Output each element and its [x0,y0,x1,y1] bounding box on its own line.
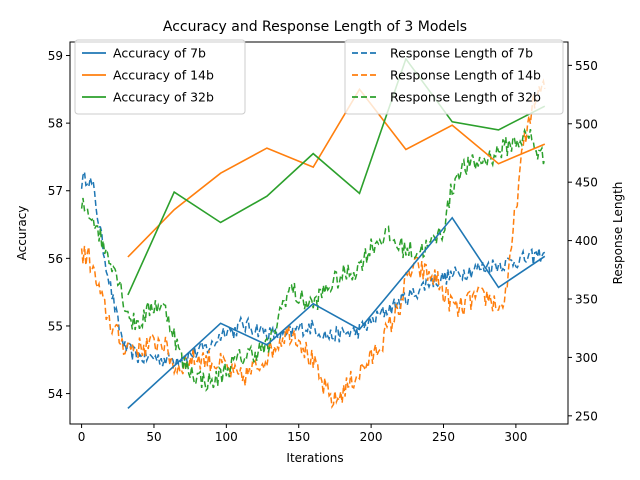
y-tick-label: 58 [48,117,63,131]
legend-label-acc-7b: Accuracy of 7b [113,46,206,61]
legend-left-box [74,39,246,115]
legend-left: Accuracy of 7b Accuracy of 14b Accuracy … [74,39,246,115]
chart-title: Accuracy and Response Length of 3 Models [163,19,467,35]
legend-label-acc-32b: Accuracy of 32b [113,90,214,105]
y2-tick-label: 400 [575,234,598,248]
y-axis-label: Accuracy [15,206,29,261]
accuracy-line-14b [127,87,546,258]
length-line-32b [80,127,546,392]
axes-ticks: 0 50 100 150 200 250 300 54 55 56 57 58 59 250 300 350 4… [48,49,598,444]
x-tick-label: 50 [146,430,161,444]
y-tick-label: 59 [48,49,63,63]
accuracy-line-32b [127,57,546,296]
legend-label-len-7b: Response Length of 7b [390,46,533,61]
x-tick-label: 250 [432,430,455,444]
accuracy-line-7b [127,216,546,409]
y2-tick-label: 550 [575,59,598,73]
y2-tick-label: 250 [575,409,598,423]
y-tick-label: 56 [48,252,63,266]
y-tick-label: 57 [48,184,63,198]
plot-area [80,57,546,410]
x-tick-label: 150 [287,430,310,444]
plot-frame [69,41,569,425]
legend-right: Response Length of 7b Response Length of… [344,39,564,115]
legend-right-box [344,39,564,115]
y-tick-label: 55 [48,319,63,333]
length-line-7b [80,169,546,367]
x-tick-label: 300 [504,430,527,444]
x-tick-label: 100 [215,430,238,444]
x-tick-label: 200 [360,430,383,444]
legend-label-acc-14b: Accuracy of 14b [113,68,214,83]
y2-tick-label: 350 [575,293,598,307]
x-tick-label: 0 [78,430,86,444]
y2-tick-label: 300 [575,351,598,365]
y2-tick-label: 450 [575,176,598,190]
length-line-14b [80,78,546,410]
legend-label-len-14b: Response Length of 14b [390,68,541,83]
y2-axis-label: Response Length [611,182,625,285]
legend-label-len-32b: Response Length of 32b [390,90,541,105]
y2-tick-label: 500 [575,117,598,131]
x-axis-label: Iterations [286,451,343,465]
y-tick-label: 54 [48,387,63,401]
